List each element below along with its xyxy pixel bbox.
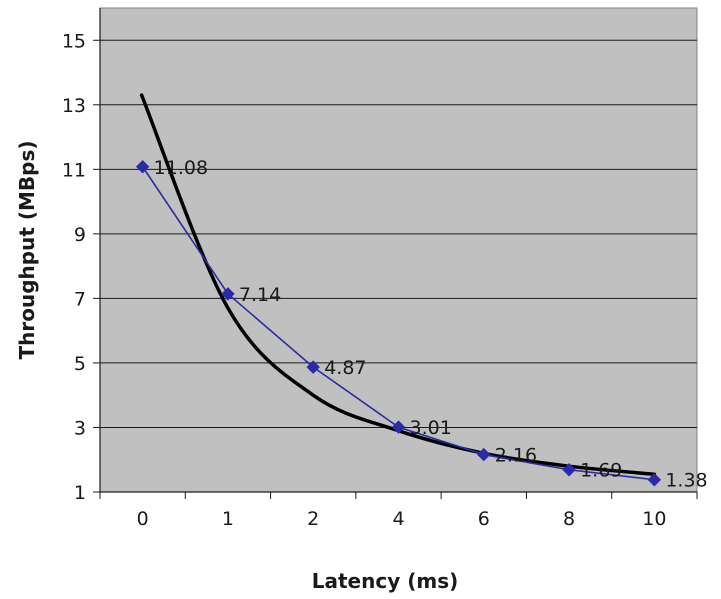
x-tick-label-8: 8: [563, 508, 575, 530]
data-point-8: [562, 463, 576, 477]
x-axis-title: Latency (ms): [312, 569, 458, 593]
data-labels: 11.08 7.14 4.87 3.01 2.16 1.69 1.38: [154, 157, 708, 492]
trendline: [139, 93, 657, 477]
data-label-0: 11.08: [154, 157, 208, 179]
gridlines: [100, 39, 697, 428]
data-label-8: 1.69: [580, 460, 622, 482]
data-point-1: [221, 287, 235, 301]
x-tick-label-0: 0: [137, 508, 149, 530]
data-point-4: [391, 420, 406, 434]
y-tick-label-3: 3: [74, 417, 86, 439]
x-tick-label-6: 6: [478, 508, 490, 530]
data-point-6: [477, 447, 491, 462]
y-tick-label-15: 15: [62, 30, 86, 52]
y-tick-label-13: 13: [62, 95, 86, 117]
y-tick-label-5: 5: [74, 353, 86, 375]
x-tick-label-1: 1: [222, 508, 234, 530]
x-tick-label-2: 2: [307, 508, 319, 530]
data-label-2: 4.87: [324, 357, 366, 379]
x-tick-label-10: 10: [642, 508, 666, 530]
y-axis-title: Throughput (MBps): [15, 140, 39, 359]
axes: [93, 8, 698, 499]
y-tick-label-7: 7: [74, 288, 86, 310]
data-label-6: 2.16: [495, 445, 537, 467]
data-label-1: 7.14: [239, 284, 281, 306]
trendline-curve: [139, 93, 657, 477]
data-point-0: [135, 160, 150, 174]
data-label-10: 1.38: [665, 470, 707, 492]
y-tick-label-11: 11: [62, 159, 86, 181]
data-point-2: [306, 360, 320, 374]
data-point-10: [647, 473, 662, 487]
plot-area: [99, 7, 698, 493]
y-tick-label-1: 1: [74, 482, 86, 504]
data-markers: [135, 160, 662, 487]
x-tick-label-4: 4: [392, 508, 404, 530]
y-tick-label-9: 9: [74, 224, 86, 246]
data-label-4: 3.01: [410, 417, 452, 439]
x-tick-labels: 0 1 2 4 6 8 10: [137, 508, 667, 530]
